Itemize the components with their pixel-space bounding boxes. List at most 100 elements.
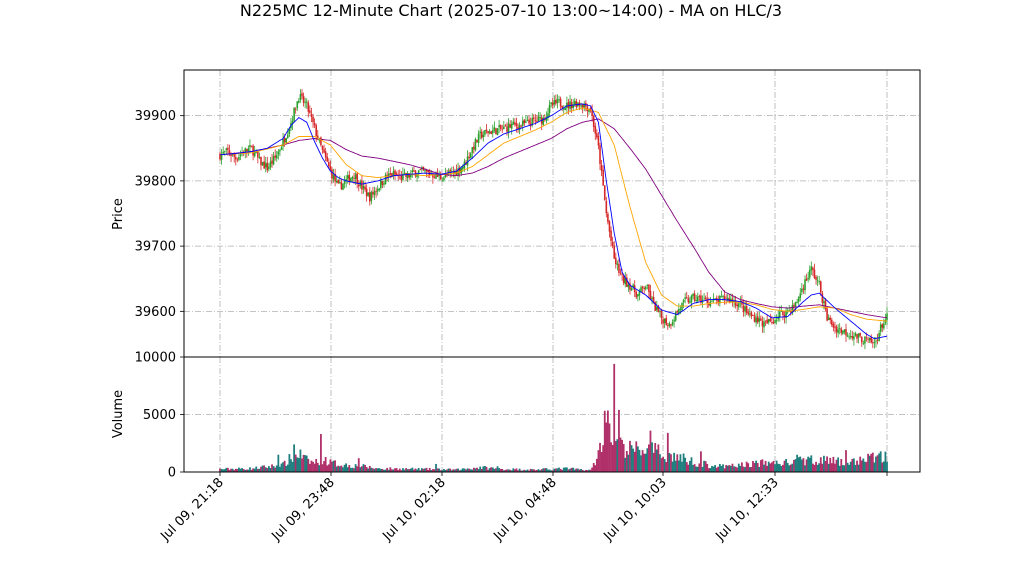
volume-bar	[722, 464, 724, 472]
volume-bar	[875, 456, 877, 472]
volume-bar	[439, 470, 442, 472]
volume-bar	[824, 460, 827, 472]
candle-body	[693, 293, 696, 301]
volume-bar	[436, 468, 439, 472]
volume-bar	[286, 464, 289, 472]
volume-bar	[832, 456, 835, 472]
candle-body	[480, 131, 483, 138]
volume-bar	[406, 469, 409, 472]
volume-bar	[581, 469, 584, 472]
volume-bar	[595, 458, 598, 472]
candle-body	[394, 170, 396, 175]
volume-bar	[351, 467, 354, 472]
candle-body	[454, 170, 456, 174]
volume-bar	[714, 465, 717, 472]
volume-bar	[871, 452, 874, 472]
candle-body	[528, 119, 530, 124]
candle-body	[624, 277, 627, 285]
volume-bar	[274, 467, 277, 472]
candle-body	[845, 329, 847, 336]
candle-body	[515, 123, 518, 127]
volume-bar	[307, 458, 310, 472]
volume-bar	[318, 465, 321, 472]
volume-bar	[550, 470, 553, 472]
candle-body	[674, 311, 677, 321]
volume-bar	[275, 465, 278, 472]
candle-body	[476, 139, 478, 143]
volume-bar	[323, 461, 325, 472]
volume-bar	[425, 467, 428, 472]
candle-body	[395, 173, 398, 175]
ma-mid-line	[219, 107, 888, 322]
volume-bar	[420, 468, 423, 472]
candle-body	[250, 145, 253, 147]
volume-bar	[670, 454, 672, 472]
volume-bar	[723, 468, 726, 472]
volume-bar	[250, 469, 253, 472]
candle-body	[406, 172, 409, 179]
candle-body	[745, 306, 748, 313]
volume-bar	[886, 461, 888, 472]
volume-bar	[633, 451, 636, 472]
volume-bar	[496, 466, 499, 472]
volume-bar	[666, 432, 669, 472]
candle-body	[767, 319, 770, 323]
volume-bar	[827, 463, 830, 472]
candle-body	[834, 326, 836, 328]
volume-bar	[878, 453, 881, 472]
volume-bar	[709, 468, 712, 472]
volume-bar	[245, 469, 248, 472]
candle-body	[794, 301, 797, 307]
candle-body	[230, 154, 232, 156]
volume-bar	[654, 443, 657, 472]
volume-bar	[443, 468, 445, 472]
candle-body	[547, 113, 549, 119]
candle-body	[802, 288, 805, 290]
volume-bar	[564, 467, 567, 472]
volume-bar	[340, 465, 343, 472]
candle-body	[272, 156, 275, 165]
candle-body	[238, 156, 240, 160]
candle-body	[427, 170, 429, 173]
volume-bar	[584, 469, 587, 472]
volume-bar	[701, 466, 704, 472]
volume-bar	[349, 467, 352, 472]
candle-body	[337, 179, 340, 184]
volume-bar	[256, 469, 259, 472]
candle-body	[608, 221, 611, 232]
candle-body	[376, 189, 379, 192]
candle-body	[602, 169, 604, 186]
volume-bar	[741, 462, 743, 472]
volume-bar	[572, 467, 575, 472]
volume-bar	[457, 468, 460, 472]
candle-body	[786, 311, 789, 313]
volume-bar	[602, 445, 605, 472]
candle-body	[435, 172, 437, 179]
candle-body	[761, 321, 764, 327]
candle-body	[227, 147, 229, 150]
x-tick-label: Jul 10, 10:03	[600, 475, 669, 544]
candle-body	[310, 113, 313, 117]
volume-bar	[368, 465, 371, 472]
candle-body	[510, 123, 513, 129]
volume-bar	[635, 441, 638, 472]
candle-body	[876, 339, 879, 341]
candle-body	[616, 263, 619, 266]
candle-body	[343, 181, 346, 184]
volume-bar	[802, 458, 805, 472]
volume-bar	[703, 460, 705, 472]
candle-body	[346, 175, 349, 179]
candle-body	[755, 317, 757, 323]
volume-bar	[826, 456, 828, 472]
volume-bar	[506, 469, 508, 472]
volume-bar	[808, 457, 811, 472]
volume-bar	[513, 469, 516, 472]
volume-bar	[321, 464, 324, 472]
candle-body	[387, 173, 390, 178]
candle-body	[687, 298, 690, 303]
volume-bar	[681, 461, 683, 472]
candle-body	[682, 299, 685, 303]
volume-bar	[770, 462, 773, 472]
candle-body	[775, 320, 778, 321]
candle-body	[766, 319, 768, 324]
